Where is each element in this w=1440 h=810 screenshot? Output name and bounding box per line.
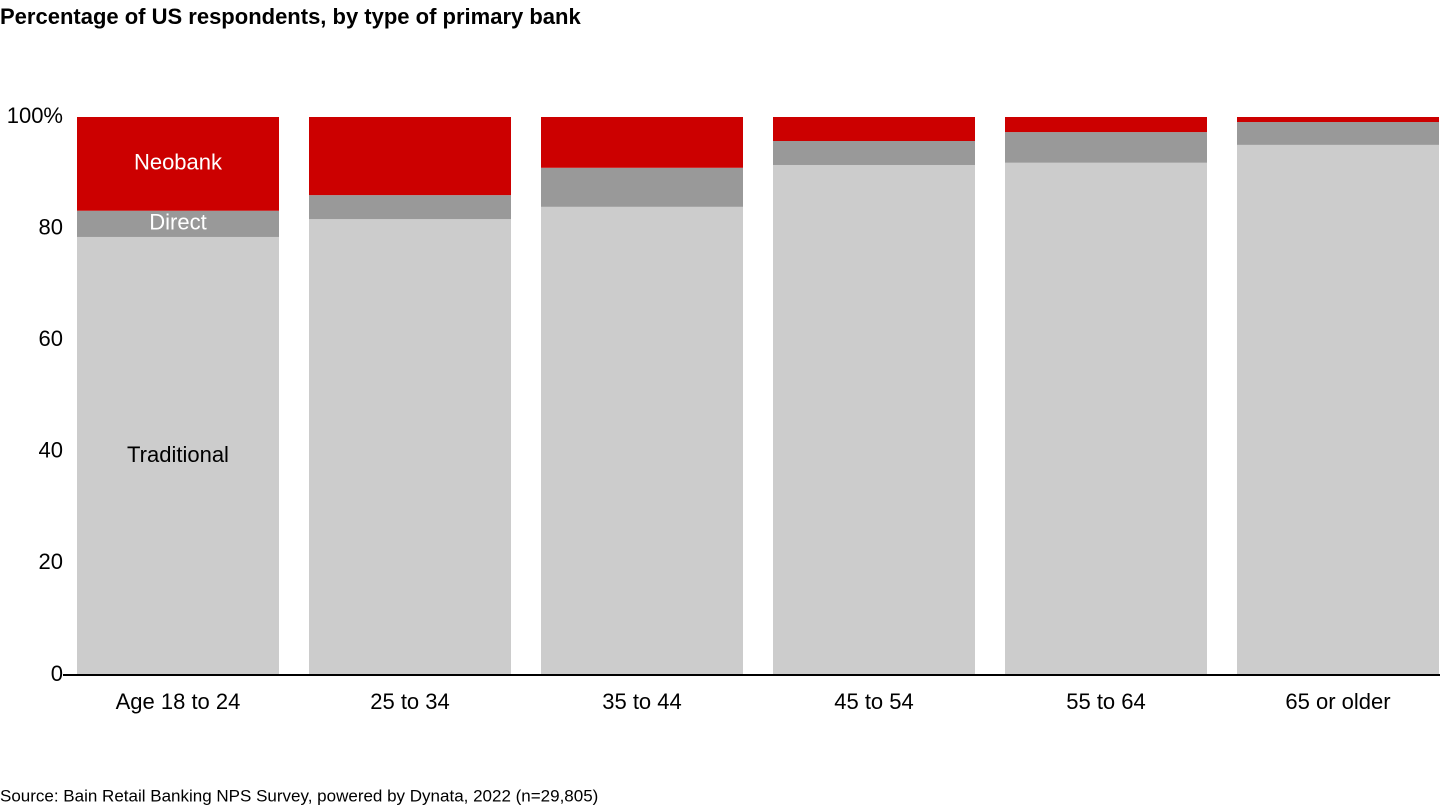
chart-title: Percentage of US respondents, by type of… [0, 4, 581, 29]
bar-segment [1005, 162, 1207, 676]
bar-segment [309, 219, 511, 675]
bar-segment [77, 236, 279, 675]
bar-segment [309, 195, 511, 220]
x-tick-label: 35 to 44 [602, 689, 682, 714]
y-tick-label: 40 [39, 438, 63, 463]
bar-segment [541, 117, 743, 168]
bar-segment [773, 117, 975, 141]
x-tick-label: 65 or older [1285, 689, 1390, 714]
legend-label: Traditional [127, 442, 229, 467]
bar-segment [541, 167, 743, 207]
x-tick-label: 45 to 54 [834, 689, 914, 714]
bar-segment [1237, 144, 1439, 675]
bar-segment [541, 206, 743, 675]
bar-segment [77, 210, 279, 237]
bar-segment [309, 117, 511, 196]
bar-segment [77, 117, 279, 211]
legend-label: Neobank [134, 150, 223, 175]
bar-segment [773, 140, 975, 165]
bar-segment [773, 164, 975, 675]
y-tick-label: 20 [39, 549, 63, 574]
x-tick-label: 55 to 64 [1066, 689, 1146, 714]
legend-label: Direct [149, 210, 206, 235]
bar-segment [1237, 117, 1439, 123]
x-tick-label: Age 18 to 24 [116, 689, 241, 714]
bar-segment [1005, 117, 1207, 133]
x-tick-label: 25 to 34 [370, 689, 450, 714]
y-tick-label: 100% [7, 103, 63, 128]
y-tick-label: 0 [51, 661, 63, 686]
bar-segment [1237, 122, 1439, 145]
source-note: Source: Bain Retail Banking NPS Survey, … [0, 786, 598, 805]
y-tick-label: 80 [39, 214, 63, 239]
bar-segment [1005, 132, 1207, 163]
y-tick-label: 60 [39, 326, 63, 351]
